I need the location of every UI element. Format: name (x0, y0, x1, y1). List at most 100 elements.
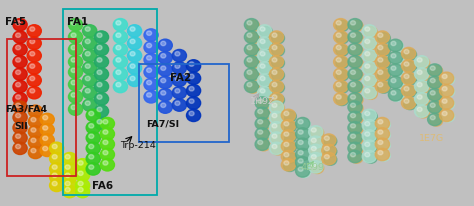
Circle shape (391, 41, 396, 46)
Circle shape (350, 82, 363, 93)
Circle shape (63, 185, 77, 198)
Circle shape (350, 70, 363, 81)
Circle shape (28, 146, 43, 159)
Circle shape (27, 25, 41, 37)
Circle shape (404, 98, 417, 110)
Circle shape (186, 84, 201, 97)
Circle shape (144, 91, 158, 103)
Circle shape (401, 60, 416, 72)
Circle shape (388, 89, 402, 101)
Circle shape (68, 91, 82, 103)
Circle shape (71, 68, 76, 73)
Circle shape (161, 66, 166, 70)
Circle shape (16, 95, 21, 99)
Circle shape (298, 119, 310, 130)
Circle shape (348, 142, 362, 154)
Circle shape (351, 144, 356, 149)
Circle shape (324, 136, 329, 140)
Circle shape (255, 97, 269, 109)
Circle shape (324, 154, 337, 165)
Circle shape (362, 150, 376, 163)
Circle shape (89, 124, 94, 128)
Text: FA2: FA2 (170, 73, 191, 83)
Circle shape (365, 88, 377, 99)
Circle shape (272, 82, 284, 93)
Circle shape (336, 33, 349, 44)
Circle shape (351, 33, 356, 37)
Circle shape (116, 70, 121, 75)
Circle shape (391, 53, 403, 64)
Circle shape (272, 57, 284, 68)
Circle shape (350, 57, 363, 68)
Circle shape (298, 129, 310, 140)
Circle shape (247, 45, 252, 50)
Circle shape (86, 109, 100, 122)
Circle shape (31, 138, 36, 143)
Circle shape (428, 101, 442, 113)
Circle shape (71, 45, 76, 50)
Circle shape (144, 78, 158, 91)
Circle shape (82, 25, 97, 37)
Circle shape (40, 113, 55, 126)
Circle shape (311, 163, 316, 167)
Circle shape (375, 80, 390, 93)
Circle shape (189, 99, 194, 103)
Circle shape (311, 128, 316, 132)
Circle shape (430, 78, 435, 83)
Circle shape (257, 62, 272, 74)
Circle shape (161, 78, 166, 83)
Circle shape (296, 138, 310, 150)
Circle shape (428, 89, 442, 101)
Circle shape (63, 179, 77, 192)
Circle shape (146, 68, 152, 73)
Circle shape (89, 111, 94, 116)
Circle shape (414, 80, 429, 93)
Circle shape (296, 128, 310, 140)
Circle shape (257, 49, 272, 62)
Circle shape (189, 62, 194, 66)
Circle shape (283, 121, 296, 132)
Circle shape (324, 136, 337, 147)
Circle shape (365, 111, 370, 116)
Circle shape (442, 111, 447, 116)
Circle shape (89, 165, 94, 169)
Circle shape (401, 72, 416, 84)
Circle shape (296, 165, 310, 177)
Circle shape (272, 45, 277, 50)
Circle shape (82, 99, 97, 111)
Circle shape (281, 150, 296, 163)
Circle shape (245, 43, 259, 56)
Circle shape (430, 103, 435, 108)
Circle shape (351, 124, 356, 128)
Circle shape (116, 45, 121, 50)
Circle shape (351, 95, 356, 99)
Circle shape (40, 134, 55, 146)
Circle shape (75, 159, 90, 171)
Circle shape (388, 76, 402, 89)
Circle shape (428, 113, 442, 126)
Circle shape (351, 45, 356, 50)
Circle shape (272, 103, 277, 108)
Circle shape (173, 62, 186, 74)
Circle shape (348, 43, 362, 56)
Circle shape (71, 93, 76, 97)
Circle shape (27, 74, 41, 87)
Circle shape (428, 76, 442, 89)
Circle shape (245, 56, 259, 68)
Circle shape (442, 86, 455, 97)
Circle shape (128, 74, 142, 87)
Circle shape (13, 19, 27, 31)
Circle shape (309, 161, 323, 173)
Circle shape (311, 154, 316, 159)
Circle shape (404, 62, 409, 66)
Text: FA5: FA5 (5, 17, 27, 27)
Circle shape (272, 103, 284, 114)
Circle shape (336, 83, 341, 87)
Circle shape (414, 56, 429, 68)
Circle shape (13, 122, 27, 134)
Circle shape (68, 56, 82, 68)
Circle shape (16, 21, 21, 25)
Circle shape (97, 95, 102, 99)
Circle shape (442, 99, 447, 103)
Circle shape (113, 19, 128, 31)
